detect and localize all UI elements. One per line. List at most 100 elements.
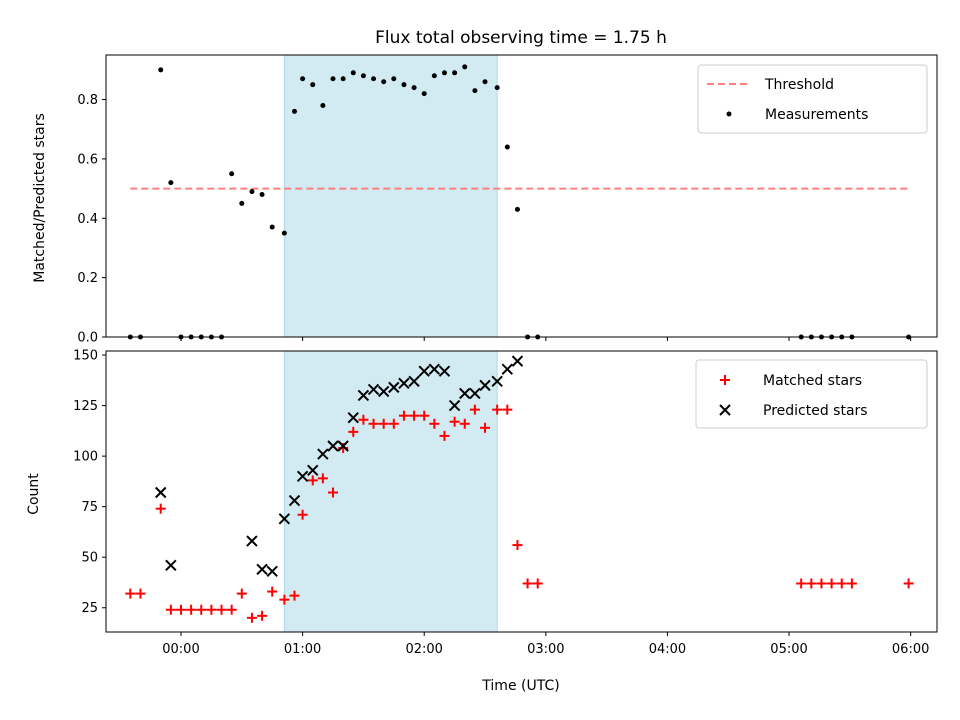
matched-star-point [409, 410, 420, 421]
matched-star-point [480, 422, 491, 433]
matched-star-point [175, 604, 186, 615]
y-tick-label: 75 [81, 500, 98, 515]
matched-star-point [816, 578, 827, 589]
measurement-point [482, 79, 488, 85]
predicted-star-point [501, 363, 514, 375]
measurement-point [350, 70, 356, 76]
y-tick-label: 50 [81, 551, 98, 566]
legend-matched-swatch [720, 375, 730, 385]
bottom-legend: Matched stars Predicted stars [695, 359, 928, 429]
bottom-panel: 25 50 75 100 125 150 00:00 01:00 02:00 03:00 04:0… [26, 349, 938, 694]
y-tick-label: 0.4 [77, 212, 98, 227]
measurement-point [300, 76, 306, 82]
matched-star-point [297, 509, 308, 520]
observing-span-top [283, 54, 498, 338]
matched-star-point [186, 604, 197, 615]
measurement-point [472, 88, 478, 94]
matched-star-point [236, 588, 247, 599]
matched-star-point [532, 578, 543, 589]
bottom-y-ticks: 25 50 75 100 125 150 [73, 349, 106, 616]
bottom-series-group [125, 355, 914, 623]
matched-star-point [439, 430, 450, 441]
predicted-star-point [367, 383, 380, 396]
bottom-legend-box [695, 359, 928, 429]
chart-title: Flux total observing time = 1.75 h [375, 28, 667, 48]
y-tick-label: 0.0 [77, 331, 98, 346]
matched-star-point [267, 586, 278, 597]
measurement-point [239, 200, 245, 206]
predicted-star-point [388, 381, 400, 394]
measurement-point [462, 64, 468, 70]
matched-star-point [398, 410, 409, 421]
predicted-star-point [256, 563, 268, 576]
top-legend: Threshold Measurements [697, 64, 928, 134]
measurement-point [494, 85, 500, 91]
matched-star-point [846, 578, 857, 589]
matched-star-point [206, 604, 217, 615]
y-tick-label: 0.2 [77, 271, 98, 286]
predicted-star-point [347, 412, 359, 424]
matched-star-point [358, 414, 369, 425]
measurement-point [229, 171, 235, 177]
predicted-star-point [155, 486, 167, 499]
matched-star-point [492, 404, 503, 415]
predicted-star-point [408, 375, 420, 388]
matched-star-point [449, 416, 460, 427]
legend-predicted-label: Predicted stars [763, 403, 868, 419]
top-axes-frame [105, 54, 938, 338]
matched-star-point [388, 418, 399, 429]
matched-star-point [216, 604, 227, 615]
matched-star-point [226, 604, 237, 615]
matched-star-point [155, 503, 166, 514]
matched-star-point [836, 578, 847, 589]
matched-star-point [368, 418, 379, 429]
predicted-star-point [418, 365, 430, 377]
matched-star-point [502, 404, 513, 415]
matched-star-point [469, 404, 480, 415]
legend-predicted-swatch [719, 404, 731, 416]
measurement-point [452, 70, 458, 76]
matched-star-point [165, 604, 176, 615]
predicted-star-point [307, 464, 319, 476]
legend-matched-label: Matched stars [763, 373, 862, 389]
matched-star-point [378, 418, 389, 429]
matched-star-point [246, 612, 257, 623]
matched-star-point [279, 594, 290, 605]
predicted-star-point [448, 399, 461, 412]
measurement-point [281, 230, 287, 236]
measurement-point [310, 82, 316, 88]
bottom-axes-frame [105, 350, 938, 633]
predicted-star-point [428, 363, 441, 375]
matched-star-point [307, 475, 318, 486]
y-tick-label: 150 [73, 349, 98, 364]
y-tick-label: 125 [73, 399, 98, 414]
predicted-star-point [288, 494, 301, 507]
measurement-point [391, 76, 397, 82]
measurement-point [431, 73, 437, 79]
measurement-point [291, 108, 297, 114]
legend-matched-marker [720, 375, 730, 385]
predicted-star-point [357, 389, 370, 402]
x-tick-label: 02:00 [405, 642, 442, 657]
matched-star-point [512, 540, 523, 551]
predicted-star-point [317, 448, 329, 460]
predicted-star-point [459, 387, 471, 400]
legend-measurements-swatch [726, 111, 732, 117]
x-tick-label: 03:00 [527, 642, 564, 657]
top-y-axis-label: Matched/Predicted stars [32, 113, 48, 283]
predicted-star-point [296, 470, 309, 483]
measurement-point [441, 70, 447, 76]
matched-star-point [257, 610, 268, 621]
matched-star-point [522, 578, 533, 589]
predicted-star-point [511, 355, 524, 367]
measurement-point [371, 76, 377, 82]
matched-star-point [328, 487, 339, 498]
matched-star-point [348, 426, 359, 437]
measurement-point [158, 67, 164, 73]
measurement-point [421, 91, 427, 97]
matched-star-point [196, 604, 207, 615]
x-tick-label: 05:00 [770, 642, 807, 657]
y-tick-label: 0.6 [77, 152, 98, 167]
predicted-star-point [377, 385, 390, 398]
measurement-point [401, 82, 407, 88]
